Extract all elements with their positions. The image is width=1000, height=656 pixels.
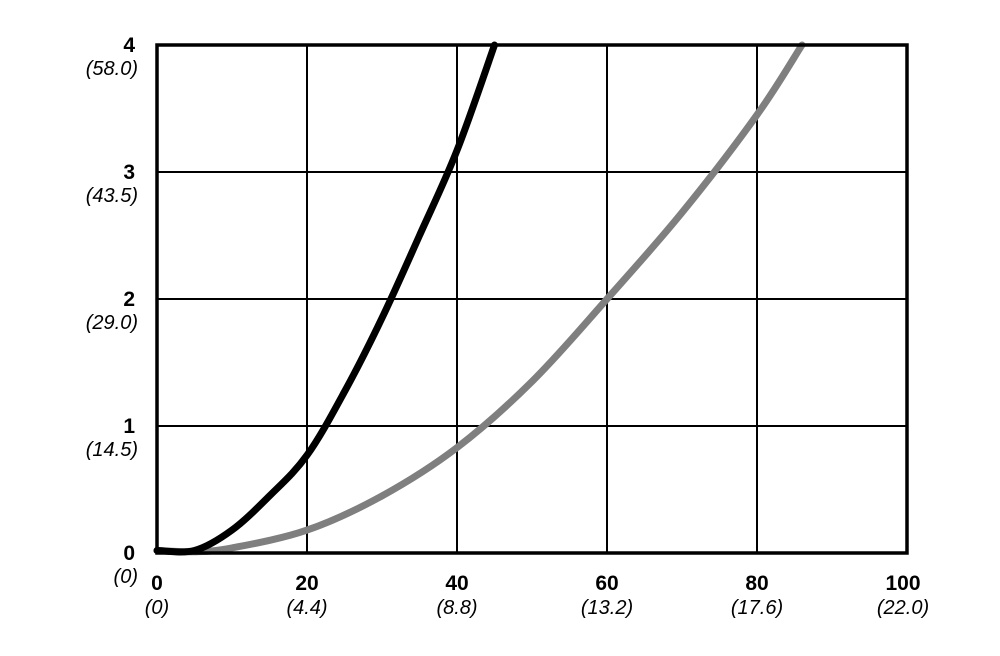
y-tick-sublabel-3: (43.5)	[86, 185, 138, 207]
series-lines	[153, 41, 806, 556]
grid	[157, 45, 907, 553]
x-tick-label-0: 0	[151, 572, 163, 595]
x-tick-sublabel-3: (13.2)	[581, 597, 633, 619]
x-tick-sublabel-1: (4.4)	[286, 597, 327, 619]
y-tick-sublabel-4: (58.0)	[86, 58, 138, 80]
y-tick-label-1: 1	[123, 415, 135, 438]
y-tick-sublabel-1: (14.5)	[86, 439, 138, 461]
series-line-0	[153, 41, 498, 556]
y-tick-label-0: 0	[123, 542, 135, 565]
y-tick-sublabel-0: (0)	[114, 566, 138, 588]
x-tick-sublabel-5: (22.0)	[877, 597, 929, 619]
x-tick-label-5: 100	[885, 572, 920, 595]
x-tick-sublabel-2: (8.8)	[436, 597, 477, 619]
x-tick-label-3: 60	[595, 572, 618, 595]
series-line-1	[153, 41, 806, 556]
x-tick-sublabel-0: (0)	[145, 597, 169, 619]
y-tick-label-2: 2	[123, 288, 135, 311]
y-tick-label-4: 4	[123, 34, 135, 57]
plot-frame	[155, 43, 909, 555]
x-tick-label-4: 80	[745, 572, 768, 595]
y-tick-sublabel-2: (29.0)	[86, 312, 138, 334]
y-tick-label-3: 3	[123, 161, 135, 184]
x-axis-ticks: 0(0) 20(4.4) 40(8.8) 60(13.2) 80(17.6) 100(22…	[145, 572, 929, 619]
x-tick-sublabel-4: (17.6)	[731, 597, 783, 619]
x-tick-label-1: 20	[295, 572, 318, 595]
x-tick-label-2: 40	[445, 572, 468, 595]
y-axis-ticks: 0(0) 1(14.5) 2(29.0) 3(43.5) 4(58.0)	[86, 34, 138, 588]
